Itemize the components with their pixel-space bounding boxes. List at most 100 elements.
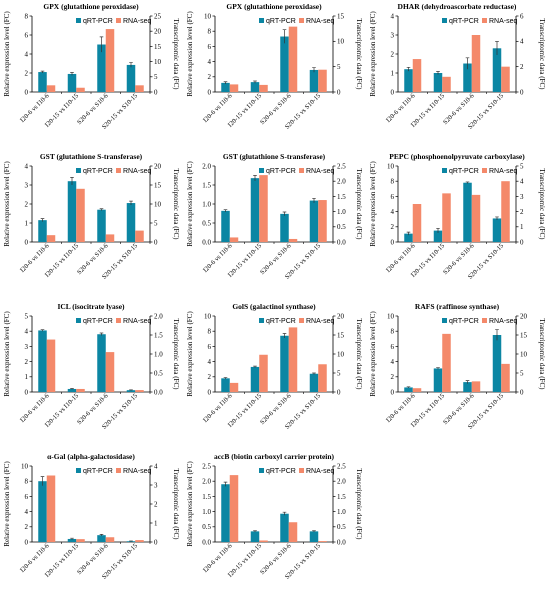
legend-label-qrt-pcr: qRT-PCR [449, 318, 479, 325]
chart-svg: GolS (galactinol synthase) 0 2 4 6 8 10 0 5 10 15 2… [186, 302, 363, 431]
bar-qrt-pcr [67, 73, 77, 92]
right-tick-label: 1.0 [337, 208, 346, 216]
left-tick-label: 2.5 [202, 462, 211, 470]
error-bar [282, 211, 287, 216]
right-tick-label: 2.0 [337, 178, 346, 186]
left-tick-label: 0 [25, 388, 29, 396]
left-tick-label: 4 [208, 58, 212, 66]
left-tick-label: 6 [25, 493, 29, 501]
bar-rna-seq [135, 85, 144, 92]
bar-qrt-pcr [463, 182, 472, 242]
legend-swatch-qrt-pcr [76, 168, 81, 173]
right-tick-label: 10 [337, 350, 345, 358]
legend-label-rna-seq: RNA-seq [123, 318, 152, 325]
error-bar [40, 476, 45, 486]
left-tick-label: 2 [25, 358, 29, 366]
bar-qrt-pcr [492, 218, 502, 242]
chart-title: DHAR (dehydroascorbate reductase) [398, 2, 517, 11]
right-tick-label: 4 [520, 178, 524, 186]
right-tick-label: 15 [337, 12, 345, 20]
y-axis-label-left: Relative expression level (FC) [369, 161, 377, 247]
legend-label-rna-seq: RNA-seq [123, 468, 152, 475]
right-tick-label: 3 [520, 193, 524, 201]
chart-title: GPX (glutathione peroxidase) [226, 2, 322, 11]
left-tick-label: 8 [25, 478, 29, 486]
error-bar [129, 62, 133, 68]
bar-rna-seq [442, 193, 451, 242]
error-bar [312, 372, 316, 375]
left-tick-label: 1.5 [202, 493, 211, 501]
right-tick-label: 20 [154, 28, 162, 36]
y-axis-label-right: Transcriptomic data (FC) [538, 169, 546, 241]
bar-qrt-pcr [433, 230, 443, 242]
error-bar [465, 181, 470, 184]
bar-qrt-pcr [404, 233, 413, 242]
bar-rna-seq [229, 84, 239, 92]
right-tick-label: 0.5 [154, 369, 163, 377]
right-tick-label: 6 [520, 12, 524, 20]
chart-title: GST (glutathione S-transferase) [223, 152, 326, 161]
chart-panel-11: accB (biotin carboxyl carrier protein) 0.… [183, 450, 363, 598]
right-tick-label: 0.0 [337, 238, 346, 246]
right-tick-label: 20 [154, 162, 162, 170]
error-bar [495, 41, 499, 55]
legend-label-qrt-pcr: qRT-PCR [83, 18, 113, 25]
bar-rna-seq [229, 382, 239, 392]
right-tick-label: 10 [337, 38, 345, 46]
y-axis-label-left: Relative expression level (FC) [369, 11, 377, 97]
legend-swatch-rna-seq [299, 168, 304, 173]
error-bar [465, 57, 470, 70]
error-bar [70, 537, 74, 540]
chart-title: ICL (isocitrate lyase) [57, 302, 125, 311]
left-tick-label: 3 [25, 181, 29, 189]
right-tick-label: 0.5 [337, 223, 346, 231]
left-tick-label: 1.5 [202, 181, 211, 189]
bar-rna-seq [105, 234, 115, 242]
right-tick-label: 15 [154, 181, 162, 189]
bar-qrt-pcr [38, 330, 47, 392]
x-tick-label: I20-6 vs I10-6 [19, 242, 51, 274]
left-tick-label: 3 [391, 31, 395, 39]
error-bar [40, 218, 45, 222]
legend: qRT-PCR RNA-seq [76, 318, 152, 325]
legend-label-qrt-pcr: qRT-PCR [83, 468, 113, 475]
right-tick-label: 1 [154, 519, 158, 527]
left-tick-label: 2 [208, 373, 212, 381]
bar-qrt-pcr [280, 335, 289, 392]
chart-svg: GPX (glutathione peroxidase) 0 2 4 6 8 10 0 5 10 1… [186, 2, 363, 131]
legend-swatch-qrt-pcr [259, 18, 264, 23]
error-bar [436, 367, 440, 370]
left-tick-label: 0 [25, 88, 29, 96]
error-bar [253, 530, 257, 532]
legend-label-qrt-pcr: qRT-PCR [266, 168, 296, 175]
bar-rna-seq [501, 363, 510, 392]
legend-swatch-qrt-pcr [259, 168, 264, 173]
bar-rna-seq [229, 237, 239, 242]
bar-rna-seq [229, 475, 239, 542]
right-tick-label: 2.0 [154, 312, 163, 320]
left-tick-label: 1 [25, 373, 29, 381]
legend-label-qrt-pcr: qRT-PCR [266, 318, 296, 325]
right-tick-label: 0 [154, 238, 158, 246]
error-bar [436, 227, 440, 233]
y-axis-label-left: Relative expression level (FC) [186, 161, 194, 247]
left-tick-label: 10 [204, 12, 212, 20]
bar-rna-seq [288, 327, 298, 392]
left-tick-label: 6 [208, 43, 212, 51]
chart-title: GolS (galactinol synthase) [232, 302, 316, 311]
error-bar [223, 481, 228, 487]
right-tick-label: 0.0 [337, 538, 346, 546]
legend-label-rna-seq: RNA-seq [123, 18, 152, 25]
right-tick-label: 1.0 [337, 508, 346, 516]
y-axis-label-right: Transcriptomic data (FC) [355, 169, 363, 241]
bar-rna-seq [46, 339, 56, 392]
legend-label-rna-seq: RNA-seq [306, 18, 335, 25]
chart-title: PEPC (phosphoenolpyruvate carboxylase) [389, 152, 525, 161]
error-bar [312, 67, 316, 73]
error-bar [282, 511, 287, 516]
legend: qRT-PCR RNA-seq [76, 468, 152, 475]
bar-rna-seq [76, 87, 85, 92]
x-tick-label: I20-6 vs I10-6 [202, 392, 234, 424]
error-bar [406, 386, 411, 389]
left-tick-label: 2.0 [202, 162, 211, 170]
